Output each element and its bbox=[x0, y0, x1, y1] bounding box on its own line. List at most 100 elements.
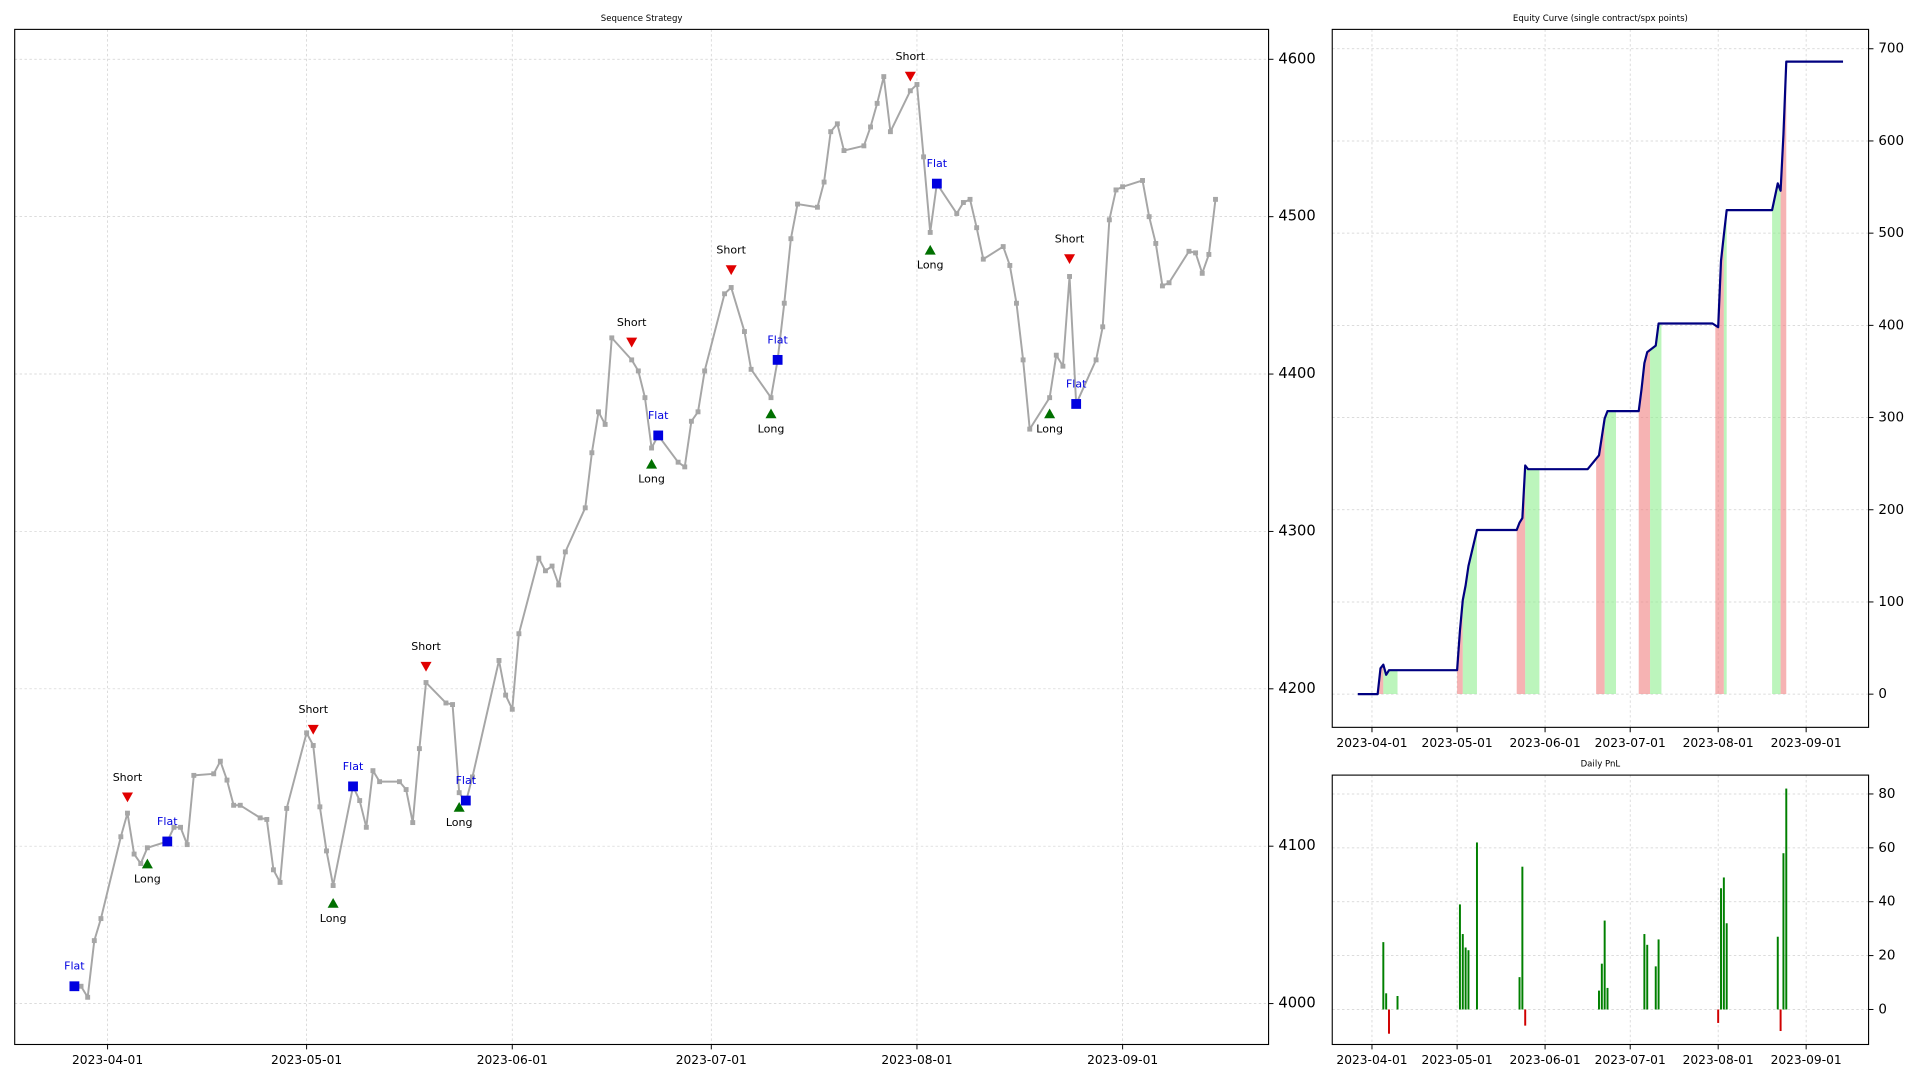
signal-marker bbox=[725, 265, 737, 276]
point-marker bbox=[1199, 270, 1205, 276]
point-marker bbox=[1060, 363, 1066, 369]
bar bbox=[1524, 1009, 1527, 1026]
bar bbox=[1464, 947, 1467, 1010]
point-marker bbox=[78, 983, 84, 989]
point-marker bbox=[1193, 250, 1199, 256]
y-tick-label: 200 bbox=[1878, 503, 1904, 518]
signal-marker bbox=[460, 795, 471, 806]
point-marker bbox=[310, 743, 316, 748]
point-marker bbox=[330, 883, 336, 888]
signal-label: Flat bbox=[648, 409, 669, 422]
bar bbox=[1782, 853, 1785, 1010]
point-marker bbox=[178, 824, 183, 830]
point-marker bbox=[1113, 187, 1119, 193]
point-marker bbox=[881, 74, 887, 80]
point-marker bbox=[284, 805, 290, 811]
y-tick-label: 0 bbox=[1878, 1002, 1887, 1017]
y-tick-label: 700 bbox=[1878, 42, 1904, 57]
point-marker bbox=[516, 631, 522, 637]
point-marker bbox=[1146, 214, 1152, 220]
point-marker bbox=[423, 680, 429, 685]
point-marker bbox=[1166, 280, 1172, 286]
bar bbox=[1785, 788, 1788, 1010]
signal-marker bbox=[1064, 254, 1076, 265]
point-marker bbox=[171, 824, 177, 830]
point-marker bbox=[821, 179, 827, 185]
signal-label: Short bbox=[298, 703, 328, 716]
point-marker bbox=[416, 746, 422, 752]
signal-label: Long bbox=[917, 259, 944, 272]
y-tick-label: 4200 bbox=[1278, 680, 1315, 697]
point-marker bbox=[828, 129, 834, 135]
bar bbox=[1458, 904, 1461, 1010]
y-tick-label: 80 bbox=[1878, 787, 1895, 802]
bar bbox=[1722, 877, 1725, 1010]
bar bbox=[1725, 923, 1728, 1010]
point-marker bbox=[861, 143, 867, 149]
signal-marker bbox=[1071, 399, 1082, 409]
point-marker bbox=[503, 692, 509, 698]
bar bbox=[1646, 944, 1649, 1010]
signal-marker bbox=[307, 724, 319, 735]
point-marker bbox=[914, 82, 920, 87]
position-shading bbox=[1723, 61, 1727, 695]
y-tick-label: 4000 bbox=[1278, 995, 1315, 1012]
point-marker bbox=[868, 124, 873, 130]
point-marker bbox=[907, 88, 913, 94]
x-tick-label: 2023-07-01 bbox=[676, 1053, 747, 1067]
y-tick-label: 600 bbox=[1878, 134, 1904, 149]
x-tick-label: 2023-09-01 bbox=[1771, 736, 1842, 750]
x-tick-label: 2023-07-01 bbox=[1595, 736, 1666, 750]
point-marker bbox=[874, 100, 880, 106]
point-marker bbox=[1106, 217, 1112, 223]
point-marker bbox=[1000, 244, 1006, 250]
point-marker bbox=[1093, 357, 1099, 363]
point-marker bbox=[191, 772, 197, 778]
y-tick-label: 60 bbox=[1878, 841, 1895, 856]
signal-marker bbox=[162, 836, 173, 847]
point-marker bbox=[1100, 324, 1106, 330]
point-marker bbox=[542, 568, 548, 574]
point-marker bbox=[1014, 300, 1019, 306]
signal-marker bbox=[348, 781, 358, 792]
y-tick-label: 4400 bbox=[1278, 365, 1315, 382]
signal-marker bbox=[924, 244, 936, 255]
signal-marker bbox=[69, 981, 80, 992]
point-marker bbox=[470, 774, 475, 780]
bar bbox=[1717, 1009, 1720, 1023]
point-marker bbox=[1007, 263, 1013, 268]
bar bbox=[1396, 996, 1399, 1010]
point-marker bbox=[357, 798, 363, 803]
chart-title: Daily PnL bbox=[1581, 760, 1621, 770]
point-marker bbox=[788, 236, 794, 242]
point-marker bbox=[450, 702, 456, 707]
point-marker bbox=[317, 804, 323, 810]
chart-title: Equity Curve (single contract/spx points… bbox=[1513, 14, 1688, 24]
point-marker bbox=[184, 842, 190, 848]
bar bbox=[1720, 888, 1722, 1010]
point-marker bbox=[728, 285, 734, 290]
point-marker bbox=[270, 867, 276, 873]
signal-marker bbox=[646, 458, 658, 469]
point-marker bbox=[1053, 352, 1059, 358]
x-tick-label: 2023-05-01 bbox=[1422, 1053, 1493, 1067]
bar bbox=[1388, 1009, 1390, 1034]
point-marker bbox=[397, 779, 402, 785]
signal-marker bbox=[141, 858, 153, 869]
bar bbox=[1606, 987, 1609, 1010]
x-tick-label: 2023-09-01 bbox=[1087, 1053, 1158, 1067]
signal-label: Long bbox=[320, 912, 347, 925]
point-marker bbox=[1159, 283, 1165, 289]
point-marker bbox=[795, 201, 800, 207]
x-tick-label: 2023-08-01 bbox=[1683, 736, 1754, 750]
signal-marker bbox=[420, 661, 432, 672]
point-marker bbox=[370, 768, 376, 774]
point-marker bbox=[1140, 178, 1145, 183]
bar bbox=[1467, 950, 1470, 1010]
signal-marker bbox=[1044, 408, 1056, 419]
point-marker bbox=[887, 129, 893, 135]
signal-label: Flat bbox=[157, 815, 178, 828]
signal-label: Short bbox=[617, 316, 647, 329]
bar bbox=[1643, 934, 1646, 1010]
